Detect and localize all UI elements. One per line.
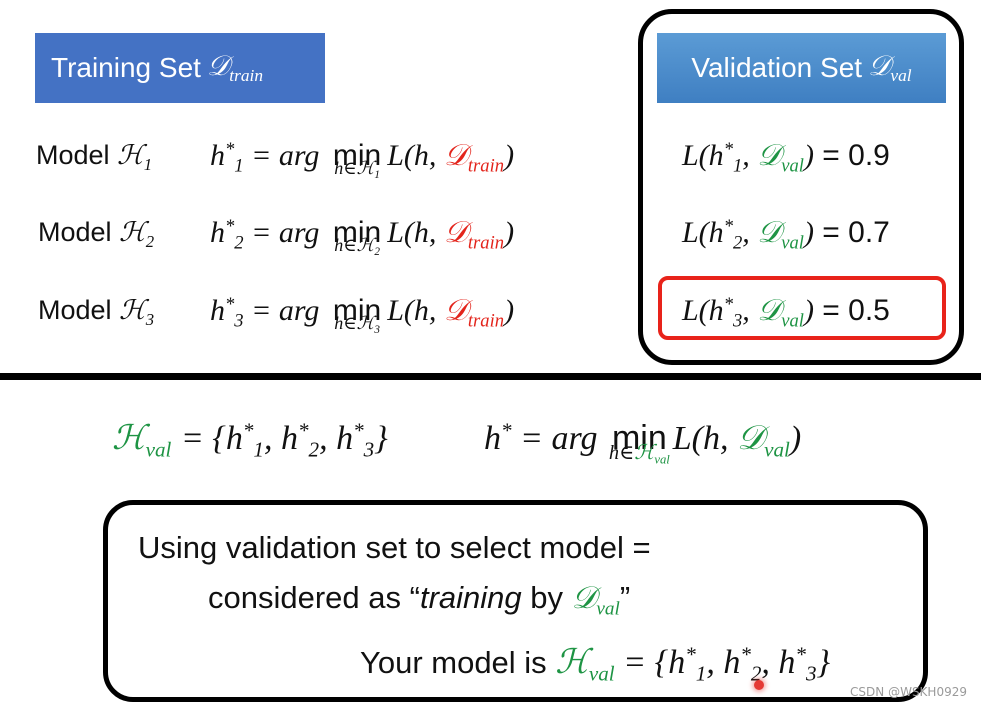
- validation-loss-3: L(h*3, 𝒟val) = 0.5: [682, 293, 890, 332]
- argmin-formula-3: h*3 = arg min h∈ℋ3 L(h, 𝒟train): [210, 293, 515, 336]
- validation-loss-1: L(h*1, 𝒟val) = 0.9: [682, 138, 890, 177]
- training-set-label: Training Set: [51, 52, 201, 83]
- note-line-3: Your model is ℋval = {h*1, h*2, h*3}: [360, 642, 831, 686]
- hval-definition: ℋval = {h*1, h*2, h*3}: [112, 418, 388, 462]
- best-model-highlight: [658, 276, 946, 340]
- validation-set-symbol: 𝒟val: [868, 48, 912, 85]
- argmin-formula-2: h*2 = arg min h∈ℋ2 L(h, 𝒟train): [210, 215, 515, 258]
- note-line-1: Using validation set to select model =: [138, 530, 651, 565]
- validation-set-header: Validation Set 𝒟val: [657, 33, 946, 103]
- model-label-2: Model ℋ2: [38, 217, 155, 251]
- laser-pointer-dot: [754, 680, 764, 690]
- validation-frame: [638, 9, 964, 365]
- validation-set-label: Validation Set: [691, 52, 863, 83]
- model-label-3: Model ℋ3: [38, 295, 155, 329]
- watermark: CSDN @WSKH0929: [850, 685, 967, 699]
- training-set-header: Training Set 𝒟train: [35, 33, 325, 103]
- hstar-definition: h* = arg min h∈ℋval L(h, 𝒟val): [484, 418, 802, 467]
- note-box: [103, 500, 928, 702]
- argmin-formula-1: h*1 = arg min h∈ℋ1 L(h, 𝒟train): [210, 138, 515, 181]
- section-divider: [0, 373, 981, 380]
- training-set-symbol: 𝒟train: [206, 48, 264, 85]
- validation-loss-2: L(h*2, 𝒟val) = 0.7: [682, 215, 890, 254]
- model-label-1: Model ℋ1: [36, 140, 153, 174]
- note-line-2: considered as “training by 𝒟val”: [208, 580, 631, 620]
